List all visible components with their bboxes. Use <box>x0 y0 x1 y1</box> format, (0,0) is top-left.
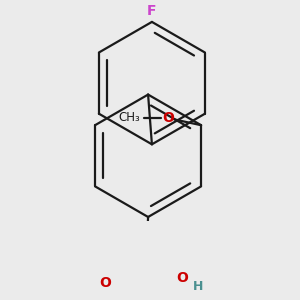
Text: O: O <box>99 276 111 290</box>
Text: O: O <box>177 271 188 285</box>
Text: F: F <box>147 4 157 18</box>
Text: CH₃: CH₃ <box>118 111 140 124</box>
Text: O: O <box>163 110 175 124</box>
Text: H: H <box>193 280 203 293</box>
